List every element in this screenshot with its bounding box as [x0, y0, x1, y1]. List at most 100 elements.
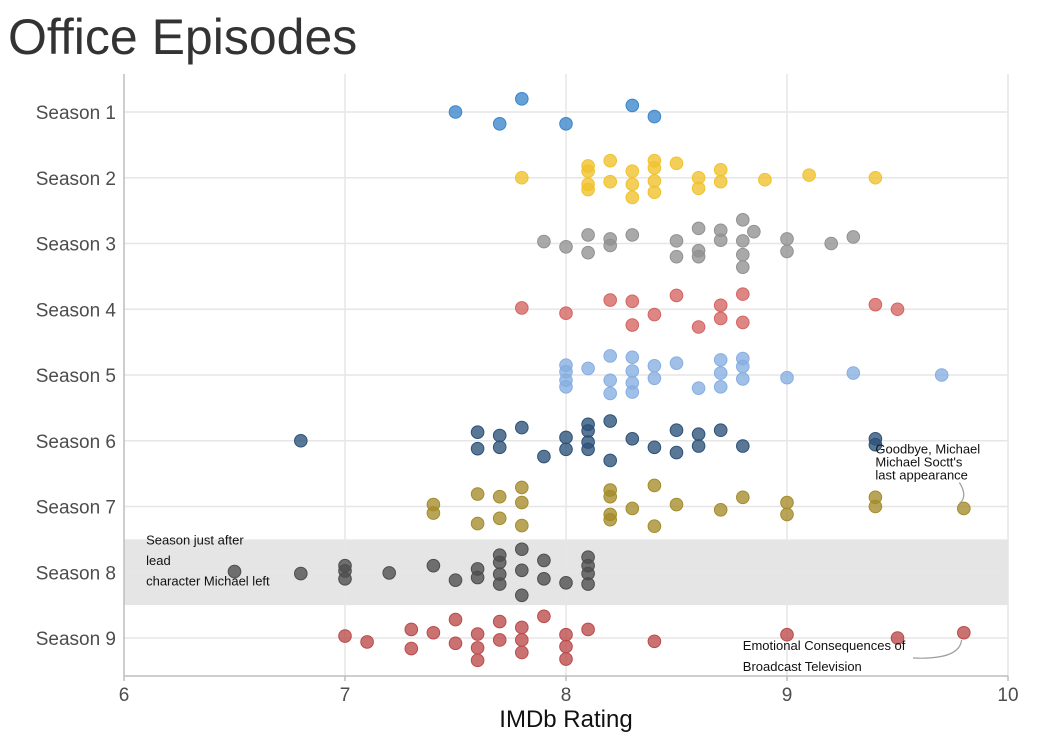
point-season-7-14 — [625, 501, 640, 516]
point-season-9-23 — [890, 631, 905, 645]
point-season-9-2 — [360, 635, 374, 649]
point-season-5-15 — [669, 356, 684, 370]
y-tick-label-season-8: Season 8 — [36, 563, 116, 584]
point-season-6-3 — [470, 441, 485, 456]
point-season-8-6 — [382, 566, 397, 580]
point-season-9-1 — [338, 629, 352, 643]
point-season-3-12 — [691, 249, 706, 264]
point-season-6-5 — [492, 440, 507, 455]
point-season-4-6 — [647, 307, 662, 322]
series-season-4 — [515, 287, 905, 334]
point-season-5-14 — [647, 371, 662, 386]
point-season-7-5 — [492, 489, 507, 504]
point-season-8-10 — [470, 570, 485, 585]
point-season-3-14 — [713, 233, 728, 248]
point-season-2-18 — [713, 163, 728, 177]
x-tick-label-4: 10 — [997, 685, 1018, 706]
point-season-3-1 — [537, 234, 551, 249]
point-season-6-2 — [470, 425, 485, 440]
point-season-4-4 — [625, 294, 640, 309]
point-season-6-16 — [625, 431, 640, 446]
point-season-7-2 — [426, 506, 441, 520]
point-season-6-18 — [669, 423, 684, 438]
series-season-5 — [559, 349, 949, 401]
point-season-9-20 — [581, 622, 595, 637]
point-season-9-11 — [492, 614, 507, 629]
y-tick-label-season-6: Season 6 — [36, 432, 116, 453]
x-tick-label-0: 6 — [119, 685, 130, 706]
point-season-2-20 — [758, 172, 772, 187]
annotation-1-line-1: Season just after — [146, 532, 244, 547]
point-season-3-4 — [581, 245, 595, 260]
point-season-3-21 — [780, 244, 794, 259]
point-season-9-6 — [448, 612, 463, 627]
point-season-3-10 — [691, 221, 706, 236]
point-season-9-18 — [559, 639, 573, 654]
point-season-7-7 — [515, 480, 529, 495]
point-season-3-2 — [559, 239, 573, 254]
point-season-8-19 — [537, 572, 551, 586]
point-season-8-7 — [426, 558, 441, 573]
point-season-5-22 — [736, 372, 750, 386]
point-season-4-10 — [713, 311, 728, 326]
point-season-5-24 — [846, 366, 861, 380]
point-season-1-5 — [625, 98, 640, 113]
data-points — [227, 92, 971, 668]
x-tick-label-2: 8 — [561, 685, 572, 706]
point-season-7-16 — [647, 519, 662, 534]
point-season-4-3 — [603, 293, 618, 307]
point-season-8-1 — [227, 564, 242, 579]
point-season-8-17 — [515, 588, 529, 603]
point-season-7-23 — [868, 499, 883, 514]
point-season-9-4 — [404, 641, 419, 656]
point-season-5-6 — [603, 349, 618, 363]
point-season-7-3 — [470, 487, 485, 501]
point-season-6-15 — [603, 414, 618, 428]
point-season-4-14 — [890, 302, 905, 317]
point-season-5-9 — [625, 350, 640, 365]
point-season-5-18 — [713, 366, 728, 380]
point-season-2-15 — [669, 156, 684, 171]
point-season-7-8 — [515, 495, 529, 510]
point-season-9-13 — [515, 620, 529, 635]
point-season-8-24 — [581, 577, 595, 591]
point-season-3-22 — [824, 236, 839, 251]
point-season-9-16 — [537, 609, 551, 624]
point-season-3-9 — [669, 249, 684, 264]
point-season-1-3 — [492, 117, 507, 131]
point-season-6-6 — [515, 420, 529, 435]
annotation-1: Season just after lead character Michael l… — [146, 532, 270, 588]
point-season-2-1 — [515, 170, 529, 185]
point-season-1-1 — [448, 105, 463, 119]
point-season-1-4 — [559, 117, 573, 131]
point-season-2-17 — [691, 181, 706, 196]
point-season-3-18 — [736, 260, 750, 274]
point-season-6-20 — [691, 427, 706, 441]
point-season-9-14 — [515, 633, 529, 647]
y-tick-label-season-2: Season 2 — [36, 169, 116, 190]
series-season-6 — [294, 414, 883, 468]
point-season-7-4 — [470, 516, 485, 531]
point-season-6-17 — [647, 440, 662, 455]
series-season-8 — [227, 542, 595, 603]
point-season-9-12 — [492, 633, 507, 647]
point-season-3-20 — [780, 232, 794, 246]
series-season-1 — [448, 92, 662, 131]
point-season-2-8 — [625, 164, 640, 178]
point-season-3-8 — [669, 234, 684, 248]
point-season-6-8 — [559, 430, 573, 445]
point-season-8-15 — [515, 542, 529, 557]
point-season-9-10 — [470, 653, 485, 668]
point-season-2-3 — [581, 164, 595, 178]
point-season-5-5 — [581, 361, 595, 376]
point-season-9-21 — [647, 634, 662, 649]
point-season-7-24 — [957, 501, 971, 516]
point-season-4-9 — [713, 298, 728, 313]
point-season-6-19 — [669, 445, 684, 460]
x-tick-label-1: 7 — [340, 685, 351, 706]
annotation-2-connector — [958, 482, 965, 504]
point-season-5-19 — [713, 380, 728, 394]
point-season-3-3 — [581, 228, 595, 242]
